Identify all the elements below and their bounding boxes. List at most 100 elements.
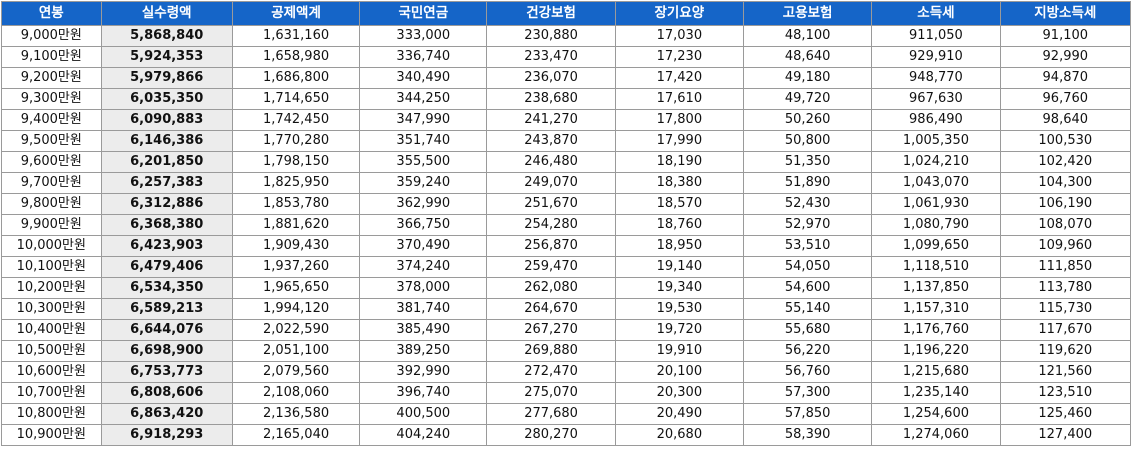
cell-health-insurance: 241,270 bbox=[486, 109, 616, 131]
cell-local-income-tax: 113,780 bbox=[999, 277, 1132, 299]
cell-national-pension: 370,490 bbox=[359, 235, 488, 257]
cell-income-tax: 1,157,310 bbox=[871, 298, 1001, 320]
table-row: 9,700만원 6,257,383 1,825,950 359,240 249,070 1… bbox=[1, 172, 1132, 194]
cell-employment-insurance: 51,890 bbox=[742, 172, 873, 194]
cell-local-income-tax: 123,510 bbox=[999, 382, 1132, 404]
cell-health-insurance: 254,280 bbox=[486, 214, 616, 236]
cell-total-deduction: 1,937,260 bbox=[231, 256, 361, 278]
header-total-deduction: 공제액계 bbox=[231, 1, 361, 26]
cell-health-insurance: 246,480 bbox=[486, 151, 616, 173]
cell-health-insurance: 259,470 bbox=[486, 256, 616, 278]
cell-annual-salary: 10,400만원 bbox=[1, 319, 102, 341]
cell-long-term-care: 18,570 bbox=[614, 193, 745, 215]
cell-net-pay: 6,534,350 bbox=[100, 277, 233, 299]
cell-income-tax: 929,910 bbox=[871, 46, 1001, 68]
cell-net-pay: 6,146,386 bbox=[100, 130, 233, 152]
cell-long-term-care: 17,610 bbox=[614, 88, 745, 110]
cell-net-pay: 6,312,886 bbox=[100, 193, 233, 215]
cell-total-deduction: 1,686,800 bbox=[231, 67, 361, 89]
cell-income-tax: 1,005,350 bbox=[871, 130, 1001, 152]
cell-health-insurance: 256,870 bbox=[486, 235, 616, 257]
cell-employment-insurance: 55,140 bbox=[742, 298, 873, 320]
table-row: 9,000만원 5,868,840 1,631,160 333,000 230,880 1… bbox=[1, 25, 1132, 47]
cell-annual-salary: 9,800만원 bbox=[1, 193, 102, 215]
cell-total-deduction: 2,165,040 bbox=[231, 424, 361, 446]
cell-annual-salary: 9,300만원 bbox=[1, 88, 102, 110]
cell-annual-salary: 9,900만원 bbox=[1, 214, 102, 236]
cell-income-tax: 986,490 bbox=[871, 109, 1001, 131]
table-row: 10,600만원 6,753,773 2,079,560 392,990 272,470… bbox=[1, 361, 1132, 383]
table-row: 10,100만원 6,479,406 1,937,260 374,240 259,470… bbox=[1, 256, 1132, 278]
header-health-insurance: 건강보험 bbox=[486, 1, 616, 26]
cell-total-deduction: 1,881,620 bbox=[231, 214, 361, 236]
cell-local-income-tax: 121,560 bbox=[999, 361, 1132, 383]
header-annual-salary: 연봉 bbox=[1, 1, 102, 26]
cell-long-term-care: 17,800 bbox=[614, 109, 745, 131]
cell-national-pension: 381,740 bbox=[359, 298, 488, 320]
cell-health-insurance: 236,070 bbox=[486, 67, 616, 89]
cell-annual-salary: 9,700만원 bbox=[1, 172, 102, 194]
header-employment-insurance: 고용보험 bbox=[742, 1, 873, 26]
cell-local-income-tax: 125,460 bbox=[999, 403, 1132, 425]
cell-net-pay: 6,808,606 bbox=[100, 382, 233, 404]
table-row: 9,800만원 6,312,886 1,853,780 362,990 251,670 1… bbox=[1, 193, 1132, 215]
cell-net-pay: 6,035,350 bbox=[100, 88, 233, 110]
cell-annual-salary: 10,300만원 bbox=[1, 298, 102, 320]
cell-annual-salary: 9,000만원 bbox=[1, 25, 102, 47]
table-row: 10,000만원 6,423,903 1,909,430 370,490 256,870… bbox=[1, 235, 1132, 257]
cell-annual-salary: 10,900만원 bbox=[1, 424, 102, 446]
table-row: 10,900만원 6,918,293 2,165,040 404,240 280,270… bbox=[1, 424, 1132, 446]
cell-local-income-tax: 109,960 bbox=[999, 235, 1132, 257]
cell-total-deduction: 1,742,450 bbox=[231, 109, 361, 131]
table-row: 9,100만원 5,924,353 1,658,980 336,740 233,470 1… bbox=[1, 46, 1132, 68]
table-row: 9,900만원 6,368,380 1,881,620 366,750 254,280 1… bbox=[1, 214, 1132, 236]
table-row: 10,500만원 6,698,900 2,051,100 389,250 269,880… bbox=[1, 340, 1132, 362]
cell-long-term-care: 19,720 bbox=[614, 319, 745, 341]
cell-national-pension: 340,490 bbox=[359, 67, 488, 89]
cell-national-pension: 347,990 bbox=[359, 109, 488, 131]
cell-annual-salary: 9,400만원 bbox=[1, 109, 102, 131]
cell-local-income-tax: 104,300 bbox=[999, 172, 1132, 194]
cell-income-tax: 1,176,760 bbox=[871, 319, 1001, 341]
cell-health-insurance: 267,270 bbox=[486, 319, 616, 341]
cell-health-insurance: 249,070 bbox=[486, 172, 616, 194]
cell-health-insurance: 233,470 bbox=[486, 46, 616, 68]
cell-income-tax: 1,215,680 bbox=[871, 361, 1001, 383]
cell-national-pension: 344,250 bbox=[359, 88, 488, 110]
cell-health-insurance: 243,870 bbox=[486, 130, 616, 152]
cell-local-income-tax: 117,670 bbox=[999, 319, 1132, 341]
table-row: 9,200만원 5,979,866 1,686,800 340,490 236,070 1… bbox=[1, 67, 1132, 89]
cell-annual-salary: 9,500만원 bbox=[1, 130, 102, 152]
table-row: 9,500만원 6,146,386 1,770,280 351,740 243,870 1… bbox=[1, 130, 1132, 152]
cell-income-tax: 1,196,220 bbox=[871, 340, 1001, 362]
cell-national-pension: 396,740 bbox=[359, 382, 488, 404]
cell-national-pension: 400,500 bbox=[359, 403, 488, 425]
cell-net-pay: 6,257,383 bbox=[100, 172, 233, 194]
header-income-tax: 소득세 bbox=[871, 1, 1001, 26]
cell-net-pay: 6,589,213 bbox=[100, 298, 233, 320]
cell-employment-insurance: 49,720 bbox=[742, 88, 873, 110]
cell-national-pension: 378,000 bbox=[359, 277, 488, 299]
cell-net-pay: 6,753,773 bbox=[100, 361, 233, 383]
cell-health-insurance: 251,670 bbox=[486, 193, 616, 215]
cell-employment-insurance: 52,970 bbox=[742, 214, 873, 236]
cell-national-pension: 392,990 bbox=[359, 361, 488, 383]
cell-employment-insurance: 57,850 bbox=[742, 403, 873, 425]
cell-total-deduction: 1,965,650 bbox=[231, 277, 361, 299]
cell-income-tax: 911,050 bbox=[871, 25, 1001, 47]
cell-employment-insurance: 54,600 bbox=[742, 277, 873, 299]
cell-total-deduction: 1,631,160 bbox=[231, 25, 361, 47]
cell-employment-insurance: 56,760 bbox=[742, 361, 873, 383]
cell-long-term-care: 19,140 bbox=[614, 256, 745, 278]
cell-long-term-care: 18,380 bbox=[614, 172, 745, 194]
cell-national-pension: 359,240 bbox=[359, 172, 488, 194]
cell-local-income-tax: 108,070 bbox=[999, 214, 1132, 236]
cell-annual-salary: 9,200만원 bbox=[1, 67, 102, 89]
cell-total-deduction: 1,994,120 bbox=[231, 298, 361, 320]
table-row: 9,600만원 6,201,850 1,798,150 355,500 246,480 1… bbox=[1, 151, 1132, 173]
table-header: 연봉 실수령액 공제액계 국민연금 건강보험 장기요양 고용보험 소득세 지방소… bbox=[1, 1, 1132, 26]
header-national-pension: 국민연금 bbox=[359, 1, 488, 26]
cell-annual-salary: 10,700만원 bbox=[1, 382, 102, 404]
cell-national-pension: 355,500 bbox=[359, 151, 488, 173]
cell-long-term-care: 18,190 bbox=[614, 151, 745, 173]
